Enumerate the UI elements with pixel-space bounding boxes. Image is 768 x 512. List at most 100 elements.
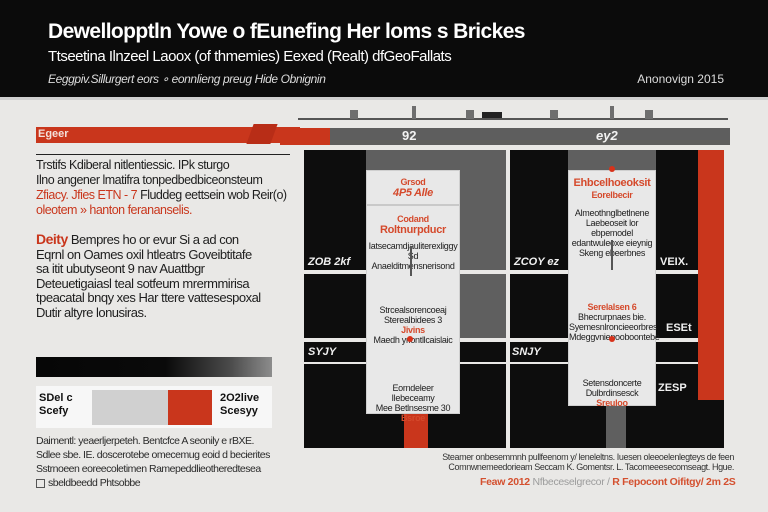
- grid-cell: [460, 342, 506, 362]
- grid-cell: [304, 274, 366, 338]
- cell-label: ESEt: [666, 322, 692, 334]
- grid-cell: VEIX.: [656, 150, 698, 270]
- connector-line: [410, 246, 412, 276]
- report-subtitle: Ttseetina Ilnzeel Laoox (of thmemies) Ee…: [48, 48, 452, 65]
- credit-text: Feaw 2012: [480, 476, 530, 488]
- info-card-b: Ehbcelhoeoksit Eorelbecir Almeothnglbetl…: [568, 170, 660, 408]
- credit-text: R Fepocont Oifitgy/ 2m 2S: [612, 476, 736, 488]
- grid-cell: ESEt: [656, 274, 698, 338]
- card-text: Setensdoncerte: [582, 378, 642, 388]
- pin-marker: [609, 166, 615, 172]
- card-text: Strcealsorencoeaj: [379, 305, 447, 315]
- skyline-block: [610, 106, 614, 119]
- text-line: Daimentl: yeaerljerpeteh. Bentcfce A seo…: [36, 435, 254, 447]
- credit-line: Feaw 2012 Nfbeceselgrecor / R Fepocont O…: [480, 476, 736, 488]
- lead-word: Deity: [36, 231, 68, 247]
- intro-paragraph: Trstifs Kdiberal nitlentiessic. IPk stur…: [36, 158, 290, 218]
- grid-cell: [656, 342, 698, 362]
- card-text: Sd Anaelditmensnerisond: [371, 251, 455, 271]
- text-line: 2O2live: [220, 392, 260, 404]
- skyline-block: [350, 110, 358, 119]
- card-text: Dulbrdinsesck: [585, 388, 639, 398]
- axis-accent: [280, 128, 330, 145]
- card-text: Maedh yrlontllcaislaic: [373, 335, 453, 345]
- report-title: Dewellopptln Yowe o fEunefing Her loms s…: [48, 20, 525, 43]
- grid-cell: [510, 274, 568, 338]
- sources-note: Steamer onbesemmnh pullfeenom y/ lenelel…: [438, 452, 734, 472]
- card-text: Sreuloo: [596, 398, 628, 408]
- grid-cell: ZCOY ez: [510, 150, 568, 270]
- cell-label: ZOB 2kf: [308, 256, 351, 268]
- text-line: Ilno angener lmatifra tonpedbedbiceonste…: [36, 173, 263, 187]
- info-card-a: Grsod 4P5 Alle Codand Roltnurpducr Iatse…: [366, 170, 460, 423]
- text-line: Scesyy: [220, 405, 258, 417]
- card-text: Almeothnglbetlnene: [574, 208, 650, 218]
- card-text: Roltnurpducr: [379, 224, 447, 236]
- pin-marker: [609, 336, 615, 342]
- text-line: Comnwnemeedorieam Seccam K. Gomentsr. L.…: [448, 462, 734, 472]
- report-byline: Eeggpiv.Sillurgert eors ∘ eonnlieng preu…: [48, 72, 326, 86]
- header-divider: [0, 97, 768, 100]
- section-label: Egeer: [38, 128, 69, 140]
- grid-cell: [460, 274, 506, 338]
- section-divider: [36, 154, 290, 155]
- gradient-scale-bar: [36, 357, 272, 377]
- card-text: Bhecrurpnaes bie.: [578, 312, 646, 322]
- legend-swatch-gray: [92, 390, 168, 425]
- cell-label: VEIX.: [660, 256, 689, 268]
- bar-gray: [606, 398, 626, 448]
- checkbox-icon: [36, 478, 45, 488]
- skyline-block: [412, 106, 416, 119]
- card-text: Codand: [397, 214, 429, 224]
- text-line: sa itit ubutyseont 9 nav Auattbgr: [36, 261, 205, 276]
- grid-cell: [460, 170, 506, 270]
- credit-text: Nfbeceselgrecor /: [529, 476, 613, 488]
- text-line: Scefy: [39, 405, 69, 417]
- card-divider: [367, 204, 459, 206]
- card-text: Laebeoseit lor ebpemodel: [585, 218, 639, 238]
- axis-label-right: ey2: [596, 128, 618, 143]
- grid-cell: ZOB 2kf: [304, 150, 366, 270]
- text-line: Sdlee sbe. IE. doscerotebe omecemug eoid…: [36, 449, 270, 461]
- text-line: Trstifs Kdiberal nitlentiessic. IPk stur…: [36, 158, 230, 172]
- text-line: Zfiacy. Jfies ETN - 7 Fluddeg eettsein w…: [36, 188, 290, 203]
- text-line: sbeldbeedd Phtsobbe: [36, 476, 286, 490]
- legend-left-label: SDel c Scefy: [39, 392, 73, 418]
- legend-swatch-red: [168, 390, 212, 425]
- footnote: Daimentl: yeaerljerpeteh. Bentcfce A seo…: [36, 434, 286, 490]
- cell-label: ZCOY ez: [514, 256, 560, 268]
- report-date: Anonovign 2015: [637, 72, 724, 86]
- text-line: Deteuetigaiasl teal sotfeum mrermmirisa: [36, 275, 250, 291]
- text-span: sbeldbeedd Phtsobbe: [48, 477, 141, 489]
- highlight-text: Zfiacy. Jfies ETN - 7: [36, 188, 138, 202]
- text-line: Dutir altyre lonusiras.: [36, 304, 147, 320]
- card-text: Eorelbecir: [591, 190, 633, 200]
- cell-label: SYJY: [308, 346, 337, 358]
- text-line: Steamer onbesemmnh pullfeenom y/ lenelel…: [442, 452, 734, 462]
- text-line: Eqrnl on Oames oxil htleatrs Goveibtitaf…: [36, 246, 252, 262]
- card-text: 4P5 Alle: [393, 187, 433, 199]
- bar-red: [698, 364, 724, 400]
- body-paragraph: Deity Bempres ho or evur Si a ad con Eqr…: [36, 232, 290, 320]
- section-header-bar: Egeer: [36, 127, 300, 143]
- report-header: Dewellopptln Yowe o fEunefing Her loms s…: [0, 0, 768, 97]
- legend-right-label: 2O2live Scesyy: [220, 392, 259, 418]
- text-span: Bempres ho or evur Si a ad con: [67, 232, 239, 247]
- card-text: Eorndeleer: [392, 383, 434, 393]
- cell-label: ZESP: [658, 382, 687, 394]
- card-text: Iatsecamdjauliterexliggy: [368, 241, 458, 251]
- card-text: Ehbcelhoeoksit: [573, 177, 651, 189]
- skyline-baseline: [298, 118, 728, 120]
- legend: SDel c Scefy 2O2live Scesyy: [36, 386, 272, 428]
- connector-line: [611, 240, 613, 270]
- grid-cell: [366, 150, 506, 170]
- text-span: Fluddeg eettsein wob Reir(o): [137, 188, 287, 202]
- grid-cell: [568, 150, 656, 170]
- axis-header-bar: 92 ey2: [330, 128, 730, 145]
- card-text: Bsroe: [400, 413, 425, 423]
- card-a-top: Grsod 4P5 Alle: [367, 171, 459, 200]
- grid-cell: SNJY: [510, 342, 568, 362]
- bar-red: [404, 414, 428, 448]
- pin-marker: [407, 336, 413, 342]
- axis-label-left: 92: [402, 128, 417, 143]
